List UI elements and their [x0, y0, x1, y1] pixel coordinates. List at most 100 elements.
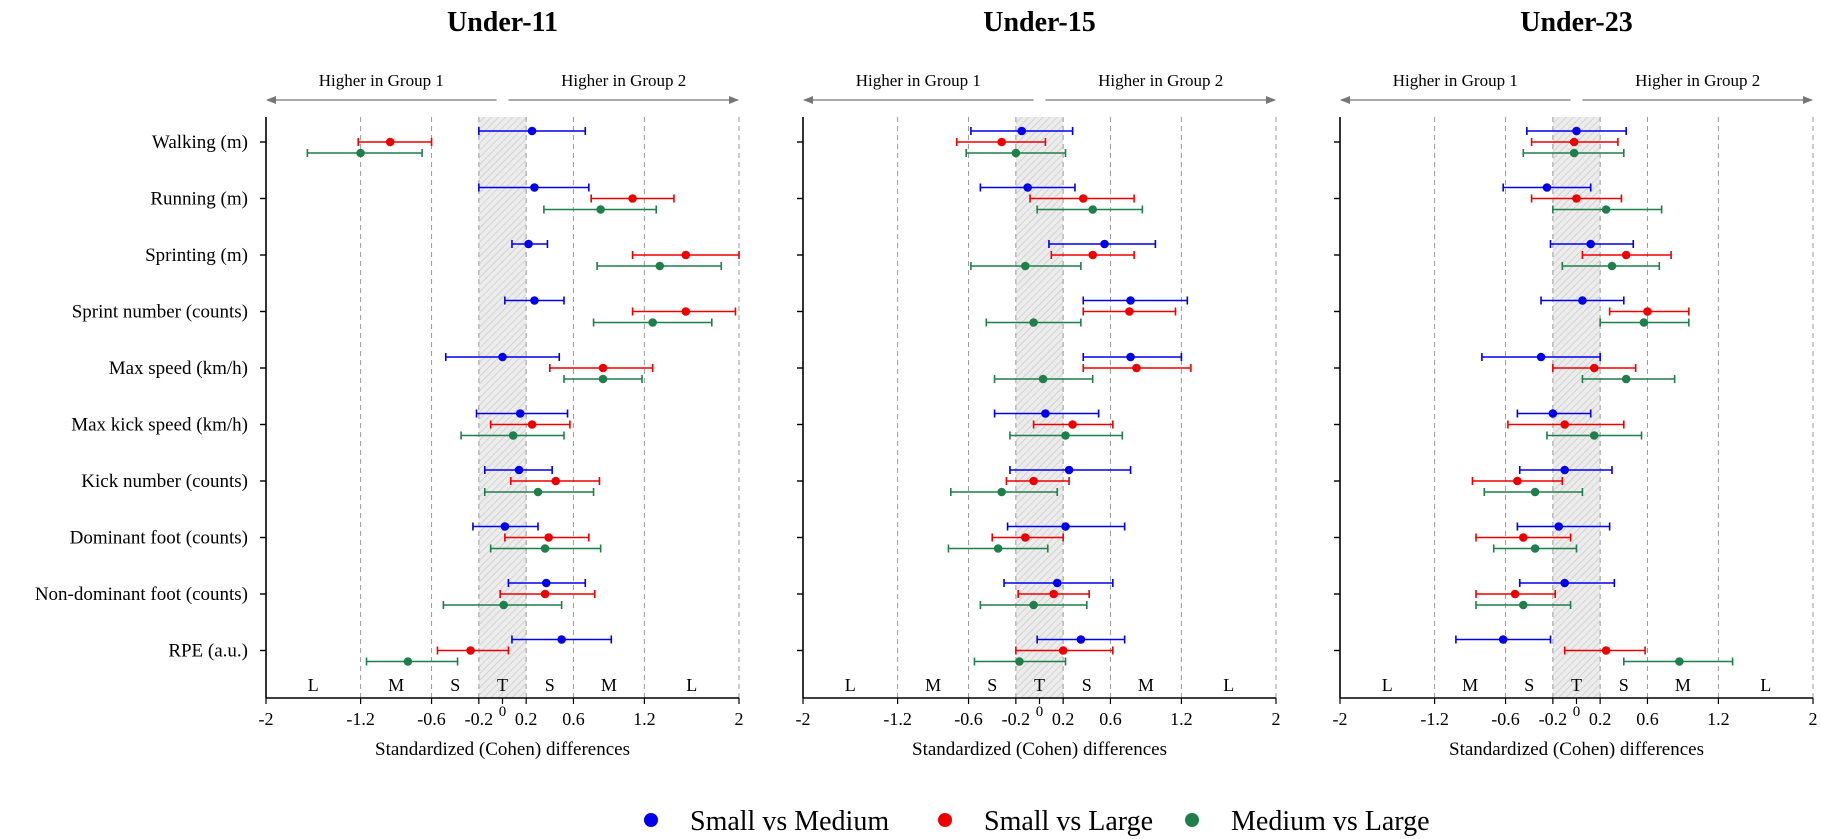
x-axis-label: Standardized (Cohen) differences: [912, 739, 1167, 760]
magnitude-label: S: [450, 675, 460, 695]
direction-label-right: Higher in Group 2: [1098, 71, 1223, 90]
x-tick-label: -2: [1333, 709, 1348, 729]
x-tick-label: 2: [1272, 709, 1281, 729]
category-label: Sprint number (counts): [72, 302, 248, 323]
category-label: RPE (a.u.): [168, 641, 248, 662]
x-tick-label: -2: [796, 709, 811, 729]
x-tick-label: -0.6: [1491, 709, 1520, 729]
panel-title: Under-15: [983, 7, 1096, 38]
trivial-zone-band: [1552, 117, 1601, 698]
panel-title: Under-11: [447, 7, 558, 38]
direction-label-left: Higher in Group 1: [1393, 71, 1518, 90]
effect-point: [1126, 296, 1135, 305]
legend-label: Medium vs Large: [1231, 806, 1430, 837]
x-tick-label: -0.6: [417, 709, 446, 729]
x-axis-label: Standardized (Cohen) differences: [1449, 739, 1704, 760]
effect-point: [1076, 635, 1086, 644]
effect-point: [997, 137, 1006, 147]
effect-point: [1621, 374, 1631, 384]
x-tick-label: -0.2: [1002, 709, 1031, 729]
direction-label-left: Higher in Group 1: [856, 71, 981, 90]
magnitude-label: L: [1760, 675, 1771, 695]
magnitude-label: L: [686, 675, 697, 695]
effect-point: [1643, 307, 1652, 316]
effect-point: [466, 646, 475, 655]
magnitude-label: S: [1619, 675, 1629, 695]
x-tick-label: 0.2: [1052, 709, 1075, 729]
x-tick-label: 0: [499, 704, 507, 720]
effect-point: [530, 183, 539, 192]
effect-point: [1100, 239, 1109, 249]
effect-point: [1560, 420, 1569, 429]
effect-point: [1021, 533, 1030, 542]
panel-1: Under-11 Higher in Group 1 Higher in Group…: [35, 7, 744, 760]
direction-label-right: Higher in Group 2: [561, 71, 686, 90]
effect-point: [598, 374, 608, 384]
effect-point: [648, 318, 657, 327]
effect-point: [1011, 148, 1021, 158]
category-label: Max kick speed (km/h): [71, 415, 248, 436]
legend-marker: [1185, 813, 1199, 827]
effect-point: [596, 205, 605, 214]
effect-point: [551, 476, 561, 486]
x-tick-label: -0.6: [954, 709, 983, 729]
x-tick-label: -1.2: [1420, 709, 1449, 729]
magnitude-label: M: [925, 675, 941, 695]
effect-point: [1530, 544, 1540, 553]
effect-point: [500, 522, 510, 531]
x-tick-label: 2: [1809, 709, 1818, 729]
magnitude-label: T: [1571, 675, 1582, 695]
magnitude-label: M: [388, 675, 404, 695]
effect-point: [1530, 487, 1540, 497]
effect-point: [540, 589, 550, 599]
x-tick-label: 1.2: [1170, 709, 1193, 729]
effect-point: [1498, 635, 1508, 644]
category-label: Walking (m): [152, 132, 248, 153]
effect-point: [1513, 476, 1522, 486]
magnitude-label: M: [1138, 675, 1154, 695]
x-tick-label: -1.2: [883, 709, 912, 729]
effect-point: [1088, 205, 1098, 214]
effect-point: [356, 148, 365, 158]
effect-point: [1021, 261, 1030, 271]
effect-point: [598, 363, 608, 373]
magnitude-label: T: [497, 675, 508, 695]
magnitude-label: T: [1034, 675, 1045, 695]
magnitude-label: S: [987, 675, 997, 695]
effect-point: [1029, 600, 1038, 610]
x-tick-label: -2: [259, 709, 274, 729]
panel-3: Under-23 Higher in Group 1 Higher in Group…: [1333, 7, 1818, 760]
magnitude-label: S: [1524, 675, 1534, 695]
category-label: Sprinting (m): [145, 245, 248, 266]
effect-point: [541, 578, 551, 588]
effect-point: [1088, 250, 1098, 260]
effect-point: [1639, 318, 1649, 327]
x-tick-label: 0: [1573, 704, 1581, 720]
effect-point: [1572, 126, 1581, 136]
effect-point: [1607, 261, 1617, 271]
effect-point: [1589, 431, 1599, 440]
category-label: Dominant foot (counts): [70, 528, 248, 549]
effect-point: [1015, 657, 1024, 666]
effect-point: [403, 657, 413, 666]
direction-label-left: Higher in Group 1: [319, 71, 444, 90]
effect-point: [1621, 250, 1631, 260]
magnitude-label: S: [1082, 675, 1092, 695]
effect-point: [1518, 600, 1528, 610]
x-tick-label: 0.6: [1099, 709, 1122, 729]
effect-point: [499, 600, 508, 610]
effect-point: [1029, 318, 1038, 327]
effect-point: [681, 307, 691, 316]
effect-point: [1569, 148, 1579, 158]
effect-point: [1560, 578, 1569, 588]
effect-point: [628, 194, 637, 203]
x-tick-label: -0.2: [1539, 709, 1568, 729]
effect-point: [557, 635, 566, 644]
x-tick-label: -1.2: [346, 709, 375, 729]
legend: Small vs Medium Small vs Large Medium vs L…: [644, 806, 1430, 837]
magnitude-label: M: [601, 675, 617, 695]
effect-point: [527, 420, 537, 429]
effect-point: [498, 352, 507, 362]
magnitude-label: L: [845, 675, 856, 695]
